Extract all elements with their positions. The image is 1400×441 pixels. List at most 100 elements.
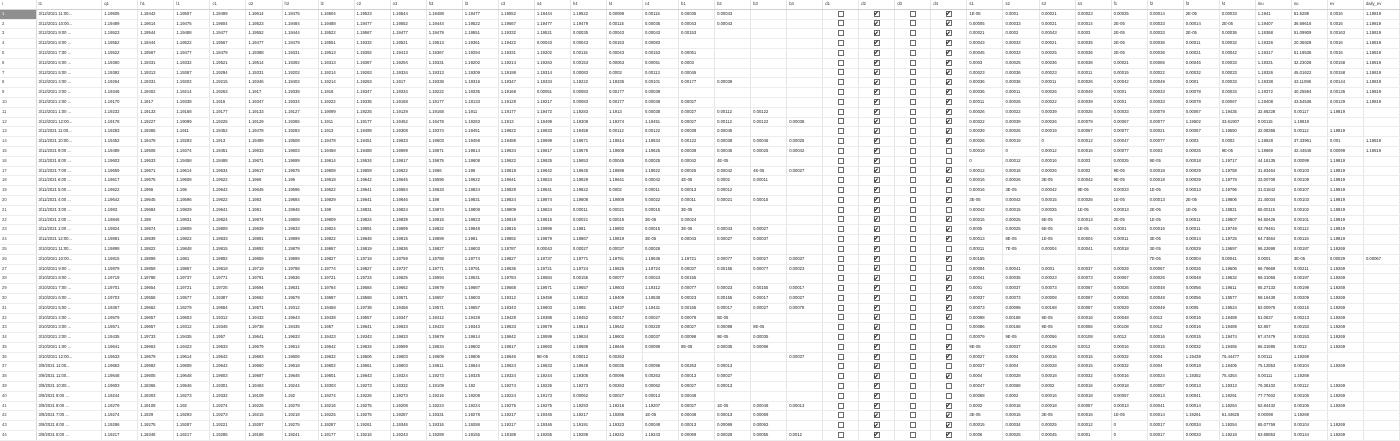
cell-f1[interactable]: 2E-05 — [1111, 48, 1148, 59]
checkbox-cell-d3[interactable] — [894, 19, 932, 30]
checkbox-cell-d2[interactable] — [858, 303, 896, 314]
cell-l2[interactable]: 1.19687 — [318, 293, 355, 304]
cell-f2[interactable]: 0.00033 — [1147, 28, 1184, 40]
cell-h3[interactable]: 1.19788 — [426, 254, 463, 265]
row-header[interactable]: 24 — [0, 234, 37, 245]
cell-b3[interactable]: 0.00096 — [750, 342, 788, 353]
column-header-nu[interactable]: nu — [1291, 0, 1328, 10]
checkbox-cell-d4[interactable] — [930, 48, 968, 59]
table-row[interactable]: 17 3/11/2021 7:00 ... 1.19659 1.19671 1.1961… — [0, 166, 1400, 177]
cell-b4[interactable]: 0.00017 — [786, 283, 824, 294]
cell-o3[interactable]: 1.19452 — [390, 117, 427, 128]
cell-c1[interactable]: 1.19819 — [209, 264, 247, 275]
cell-o2[interactable]: 1.19346 — [245, 77, 283, 89]
cell-s2[interactable]: 0.00025 — [1002, 58, 1040, 69]
checkbox-cell-d2[interactable] — [858, 19, 896, 30]
column-header-d1[interactable]: d1 — [822, 0, 860, 10]
cell-s2[interactable]: 0.00073 — [1002, 293, 1040, 304]
cell-daily-ev[interactable] — [1363, 293, 1400, 304]
checkbox-cell-d2[interactable] — [858, 48, 896, 59]
cell-h1[interactable]: 1.19859 — [137, 264, 175, 275]
cell-q1[interactable]: 1.19603 — [101, 381, 139, 392]
cell-f1[interactable]: 0.00011 — [1111, 234, 1148, 245]
cell-daily-ev[interactable] — [1363, 283, 1400, 294]
checkbox-unchecked[interactable] — [909, 373, 916, 380]
checkbox-checked[interactable] — [945, 285, 952, 291]
cell-f1[interactable]: 9E-05 — [1111, 166, 1148, 177]
checkbox-cell-d2[interactable] — [858, 254, 896, 265]
cell-b4[interactable] — [786, 58, 824, 69]
cell-mu[interactable]: 1.19317 — [1255, 48, 1292, 59]
cell-c2[interactable]: 1.19641 — [354, 185, 391, 196]
cell-nu[interactable]: 51.09909 — [1291, 28, 1328, 40]
checkbox-unchecked[interactable] — [837, 314, 844, 321]
cell-ev[interactable]: 1.19819 — [1327, 234, 1364, 245]
cell-s2[interactable]: 0.00168 — [1002, 313, 1040, 324]
checkbox-checked[interactable] — [873, 431, 880, 438]
checkbox-checked[interactable] — [945, 118, 952, 125]
checkbox-unchecked[interactable] — [909, 265, 916, 272]
table-row[interactable]: 22 3/11/2021 2:00 ... 1.19846 1.198 1.19831 1… — [0, 215, 1400, 226]
cell-h2[interactable]: 1.19808 — [282, 215, 319, 226]
checkbox-cell-d4[interactable] — [930, 303, 968, 314]
cell-b2[interactable]: 0.00013 — [714, 381, 752, 392]
cell-c2[interactable]: 1.19827 — [354, 264, 391, 275]
cell-c1[interactable]: 1.19824 — [209, 215, 247, 226]
cell-c2[interactable]: 1.19831 — [354, 205, 391, 216]
cell-o3[interactable]: 1.19287 — [390, 410, 427, 422]
cell-q1[interactable]: 1.19489 — [101, 146, 139, 157]
cell-nu[interactable]: 0.00107 — [1291, 185, 1328, 196]
cell-f1[interactable]: 0.00013 — [1111, 205, 1148, 216]
cell-c3[interactable]: 1.19642 — [498, 332, 535, 343]
column-header-f1[interactable]: f1 — [1111, 0, 1148, 10]
cell-c2[interactable]: 1.19819 — [354, 244, 391, 255]
cell-c3[interactable]: 1.19214 — [498, 58, 535, 69]
cell-o3[interactable]: 1.19633 — [390, 332, 427, 343]
cell-c3[interactable]: 1.19646 — [498, 352, 535, 363]
cell-o4[interactable]: 9E-05 — [534, 352, 571, 363]
cell-h1[interactable]: 1.19133 — [137, 107, 175, 118]
cell-nu[interactable]: 51.6288 — [1291, 9, 1328, 20]
checkbox-checked[interactable] — [873, 285, 880, 291]
cell-b1[interactable]: 0.00042 — [678, 156, 716, 167]
cell-o3[interactable]: 1.1917 — [390, 77, 427, 89]
cell-f1[interactable]: 0.00057 — [1111, 391, 1148, 402]
checkbox-checked[interactable] — [945, 98, 952, 105]
cell-b4[interactable] — [786, 332, 824, 343]
cell-o4[interactable]: 1.19521 — [534, 28, 571, 40]
cell-l2[interactable]: 1.1916 — [318, 87, 355, 98]
cell-l1[interactable]: 1.19808 — [173, 224, 211, 236]
cell-f3[interactable]: 0.00004 — [1183, 254, 1220, 265]
timestamp-cell[interactable]: 3/10/2021 5:00 ... — [36, 303, 103, 314]
cell-b1[interactable]: 0.00027 — [678, 107, 716, 118]
cell-l1[interactable]: 1.19831 — [173, 215, 211, 226]
cell-c3[interactable]: 1.19422 — [498, 38, 535, 49]
checkbox-cell-d3[interactable] — [894, 48, 932, 59]
cell-s4[interactable]: 0.00014 — [1075, 19, 1112, 30]
cell-o3[interactable]: 1.19846 — [390, 195, 427, 206]
checkbox-cell-d2[interactable] — [858, 215, 896, 226]
cell-l3[interactable]: 1.19608 — [462, 156, 499, 167]
checkbox-checked[interactable] — [945, 40, 952, 47]
checkbox-cell-d2[interactable] — [858, 146, 896, 157]
checkbox-checked[interactable] — [873, 187, 880, 194]
cell-h1[interactable]: 1.19645 — [137, 195, 175, 206]
checkbox-cell-d3[interactable] — [894, 342, 932, 353]
cell-s2[interactable]: 0.00019 — [1002, 136, 1040, 147]
cell-f1[interactable]: 9E-05 — [1111, 175, 1148, 187]
cell-s3[interactable]: 0.00016 — [1039, 391, 1076, 402]
cell-c1[interactable]: 1.19488 — [209, 156, 247, 167]
cell-b3[interactable] — [750, 156, 788, 167]
column-header-l1[interactable]: l1 — [173, 0, 211, 10]
cell-h2[interactable]: 1.19475 — [282, 9, 319, 20]
cell-mu[interactable]: 44.16135 — [1255, 156, 1292, 167]
cell-mu[interactable]: 58.16439 — [1255, 293, 1292, 304]
checkbox-cell-d2[interactable] — [858, 342, 896, 353]
cell-daily-ev[interactable] — [1363, 244, 1400, 255]
row-header[interactable]: 31 — [0, 303, 37, 314]
cell-nu[interactable]: 0.00103 — [1291, 195, 1328, 206]
cell-c3[interactable]: 1.19324 — [498, 371, 535, 383]
cell-l4[interactable]: 1.1913 — [606, 107, 644, 118]
cell-h3[interactable]: 1.19571 — [426, 303, 463, 314]
cell-s1[interactable]: 9E-05 — [966, 342, 1004, 353]
